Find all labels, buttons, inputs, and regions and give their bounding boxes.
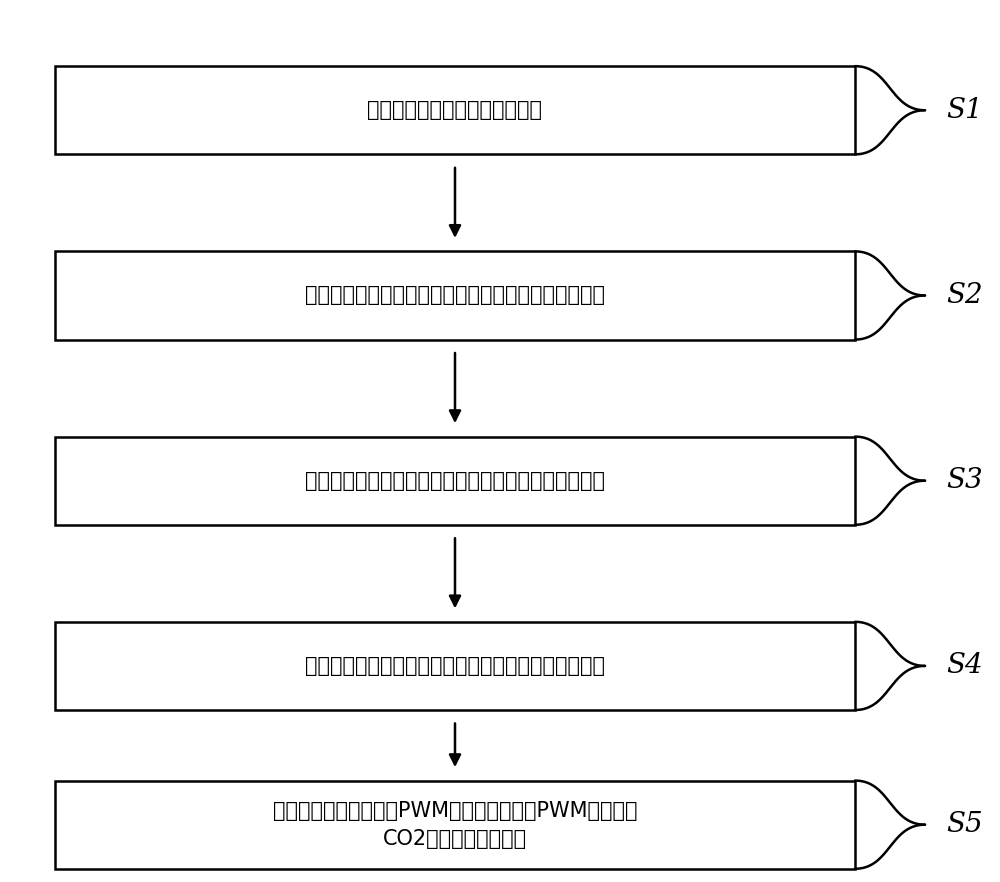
Bar (55, 437, 855, 525)
Bar (55, 251, 855, 340)
Text: S2: S2 (947, 282, 983, 309)
Text: 切割开始后，运动控制器采集当前切割的运动矢量速度: 切割开始后，运动控制器采集当前切割的运动矢量速度 (305, 286, 605, 305)
Text: S3: S3 (947, 467, 983, 494)
Bar (55, 622, 855, 710)
Text: 根据所述开光次数得到PWM波形，利用所述PWM波形控制: 根据所述开光次数得到PWM波形，利用所述PWM波形控制 (273, 801, 637, 820)
Text: S1: S1 (947, 97, 983, 123)
Text: 预先设定开关光参数、采集周期: 预先设定开关光参数、采集周期 (368, 101, 542, 120)
Text: CO2激光器开关的开断: CO2激光器开关的开断 (383, 829, 527, 848)
Text: 根据所述运动矢量速度和所述采集周期，得到距离参数: 根据所述运动矢量速度和所述采集周期，得到距离参数 (305, 471, 605, 490)
Bar (55, 66, 855, 154)
Bar (55, 781, 855, 869)
Text: S5: S5 (947, 811, 983, 838)
Text: 根据所述距离参数和所述开关光参数，得到开关光次数: 根据所述距离参数和所述开关光参数，得到开关光次数 (305, 656, 605, 676)
Text: S4: S4 (947, 653, 983, 679)
